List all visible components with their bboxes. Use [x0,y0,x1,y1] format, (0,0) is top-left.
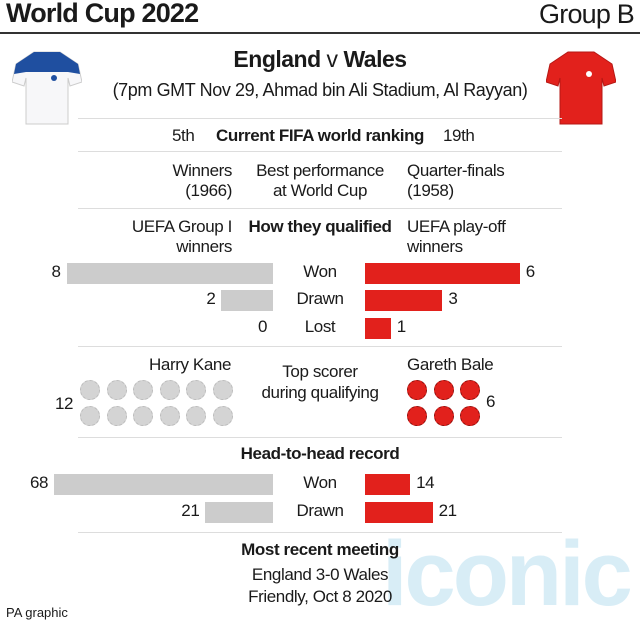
scorer-label: Top scorer during qualifying [261,362,379,402]
away-value: 21 [438,501,458,520]
football-icon [433,380,454,400]
away-value: 6 [525,262,535,281]
football-icon [106,406,127,426]
home-bar [66,263,273,284]
home-goals: 12 [55,394,74,413]
football-icon [133,406,153,426]
home-team: England [233,46,321,72]
h2h-title: Head-to-head record [240,444,400,463]
footer-credit: PA graphic [6,605,68,620]
recent-detail: Friendly, Oct 8 2020 [248,587,392,606]
football-icon [433,406,454,426]
home-value: 2 [206,289,216,308]
football-icon [80,406,100,426]
away-team: Wales [343,46,407,72]
away-bar [365,318,391,339]
home-bar [221,290,273,311]
football-icon [212,380,233,400]
away-bar [365,263,520,284]
match-details: (7pm GMT Nov 29, Ahmad bin Ali Stadium, … [112,80,528,100]
england-shirt-icon [12,51,82,125]
football-icon [159,380,180,400]
football-icon [407,406,427,426]
home-scorer-name: Harry Kane [149,355,231,374]
header-divider [0,32,640,34]
qualified-label: How they qualified [248,217,392,236]
divider [78,151,562,152]
away-best: Quarter-finals (1958) [407,161,505,200]
category-label: Lost [304,317,336,336]
watermark-logo: iconic [382,523,633,625]
away-ranking: 19th [443,126,475,145]
home-bar [205,502,273,523]
page-title: World Cup 2022 [6,0,199,28]
away-goals: 6 [486,392,496,411]
home-value: 0 [257,317,267,336]
football-icon [460,380,480,400]
home-value: 21 [181,501,200,520]
home-value: 68 [29,473,49,492]
football-icon [133,380,153,400]
home-value: 8 [51,262,61,281]
football-icon [212,406,233,426]
football-icon [460,406,480,426]
home-best: Winners (1966) [172,161,232,200]
recent-title: Most recent meeting [241,540,399,559]
versus: v [326,46,339,72]
divider [78,208,562,209]
away-value: 14 [416,473,435,492]
ranking-label: Current FIFA world ranking [215,126,425,145]
divider [78,118,562,119]
football-icon [186,406,206,426]
away-qualified: UEFA play-off winners [407,217,506,256]
category-label: Won [303,473,337,492]
football-icon [186,380,206,400]
away-bar [365,474,411,495]
recent-score: England 3-0 Wales [251,565,389,584]
away-value: 1 [396,317,406,336]
football-icon [407,380,427,400]
divider [78,437,562,438]
away-bar [365,290,443,311]
divider [78,346,562,347]
category-label: Drawn [296,501,344,520]
football-icon [80,380,100,400]
away-scorer-name: Gareth Bale [407,355,494,374]
away-bar [365,502,433,523]
football-icon [159,406,180,426]
category-label: Drawn [296,289,344,308]
home-bar [54,474,273,495]
divider [78,532,562,533]
home-ranking: 5th [172,126,195,145]
wales-shirt-icon [546,51,616,125]
group-label: Group B [539,0,635,29]
football-icon [106,380,127,400]
category-label: Won [303,262,337,281]
match-title: England v Wales [233,46,407,73]
best-label: Best performance at World Cup [256,161,384,200]
away-value: 3 [448,289,458,308]
